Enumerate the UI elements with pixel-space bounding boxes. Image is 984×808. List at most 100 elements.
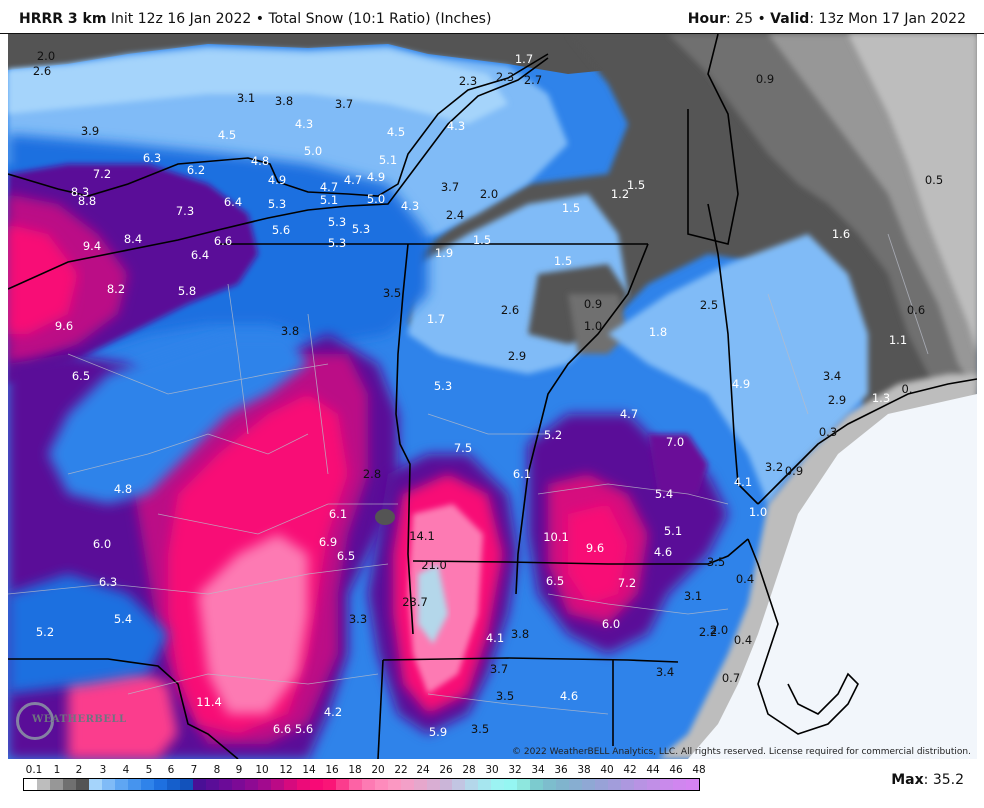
colorbar-tick-label: 8: [213, 764, 221, 776]
colorbar-swatch: [504, 779, 518, 790]
colorbar-swatch: [413, 779, 427, 790]
snow-value-label: 4.6: [559, 689, 579, 703]
colorbar-swatch: [88, 779, 102, 790]
boundary-lines: [8, 34, 977, 759]
colorbar-swatch: [361, 779, 375, 790]
snow-value-label: 2.6: [32, 64, 52, 78]
snow-value-label: 6.3: [142, 151, 162, 165]
snow-value-label: 14.1: [409, 529, 435, 543]
header-left: HRRR 3 km Init 12z 16 Jan 2022 • Total S…: [19, 11, 491, 27]
snow-value-label: 5.6: [294, 722, 314, 736]
weatherbell-logo: WEATHERBELL: [16, 700, 126, 744]
colorbar-tick-label: 4: [122, 764, 130, 776]
snow-value-label: 1.0: [583, 319, 603, 333]
snow-value-label: 6.6: [213, 234, 233, 248]
snow-value-label: 5.3: [267, 197, 287, 211]
snow-value-label: 6.1: [512, 467, 532, 481]
colorbar-tick-label: 38: [577, 764, 591, 776]
colorbar-tick-label: 6: [167, 764, 175, 776]
copyright-notice: © 2022 WeatherBELL Analytics, LLC. All r…: [512, 747, 971, 757]
colorbar-tick-label: 7: [190, 764, 198, 776]
snowfall-field: [8, 34, 977, 759]
colorbar-swatch: [49, 779, 63, 790]
colorbar-swatch: [257, 779, 271, 790]
hour-value: : 25: [726, 11, 753, 27]
logo-text: WEATHERBELL: [32, 714, 127, 725]
separator-dot: •: [757, 11, 766, 27]
snow-value-label: 3.8: [280, 324, 300, 338]
snow-value-label: 6.1: [328, 507, 348, 521]
snow-value-label: 3.7: [489, 662, 509, 676]
snow-value-label: 6.4: [223, 195, 243, 209]
snow-value-label: 1.5: [626, 178, 646, 192]
snow-value-label: 5.3: [351, 222, 371, 236]
snowfall-map: 2.0 2.6 3.1 3.8 3.7 3.9 4.5 4.3 4.5 4.3 1.7 2.3 2.3 2…: [8, 34, 977, 759]
colorbar-swatch: [374, 779, 388, 790]
snow-value-label: 4.5: [386, 125, 406, 139]
colorbar-swatch: [673, 779, 687, 790]
colorbar-swatch: [608, 779, 622, 790]
colorbar-swatch: [205, 779, 219, 790]
snow-value-label: 1.2: [610, 187, 630, 201]
snow-value-label: 2.9: [507, 349, 527, 363]
map-header: HRRR 3 km Init 12z 16 Jan 2022 • Total S…: [0, 0, 984, 34]
colorbar-swatch: [348, 779, 362, 790]
snow-value-label: 7.2: [92, 167, 112, 181]
snow-value-label: 5.0: [303, 144, 323, 158]
snow-value-label: 4.2: [323, 705, 343, 719]
snow-value-label: 9.4: [82, 239, 102, 253]
product-name: Total Snow (10:1 Ratio) (Inches): [268, 11, 492, 27]
snow-value-label: 3.3: [348, 612, 368, 626]
max-value-display: Max: 35.2: [891, 772, 964, 788]
snow-value-label: 4.5: [217, 128, 237, 142]
colorbar-tick-label: 16: [325, 764, 339, 776]
snow-value-label: 1.9: [434, 246, 454, 260]
snow-value-label: 4.1: [485, 631, 505, 645]
colorbar-tick-label: 1: [53, 764, 61, 776]
snow-value-label: 3.8: [274, 94, 294, 108]
colorbar-tick-label: 26: [439, 764, 453, 776]
snow-value-label: 0.: [901, 382, 913, 396]
colorbar-swatch: [426, 779, 440, 790]
header-right: Hour: 25 • Valid: 13z Mon 17 Jan 2022: [688, 11, 966, 27]
snow-value-label: 3.1: [683, 589, 703, 603]
snow-value-label: 4.8: [250, 154, 270, 168]
colorbar-swatch: [465, 779, 479, 790]
snow-value-label: 2.3: [495, 70, 515, 84]
snow-value-label: 3.7: [334, 97, 354, 111]
snow-value-label: 2.9: [827, 393, 847, 407]
colorbar-tick-label: 3: [99, 764, 107, 776]
colorbar-swatch: [660, 779, 674, 790]
snow-value-label: 4.6: [653, 545, 673, 559]
colorbar-swatch: [335, 779, 349, 790]
snow-value-label: 3.2: [764, 460, 784, 474]
colorbar-swatch: [387, 779, 401, 790]
colorbar-swatch: [166, 779, 180, 790]
snow-value-label: 5.9: [428, 725, 448, 739]
snow-value-label: 1.8: [648, 325, 668, 339]
snow-value-label: 8.3: [70, 185, 90, 199]
colorbar-swatch: [491, 779, 505, 790]
max-value: : 35.2: [923, 772, 964, 788]
snow-value-label: 8.4: [123, 232, 143, 246]
snow-value-label: 2.8: [362, 467, 382, 481]
colorbar-tick-label: 0.1: [25, 764, 43, 776]
snow-value-label: 1.1: [888, 333, 908, 347]
snow-value-label: 3.9: [80, 124, 100, 138]
model-name: HRRR 3 km: [19, 11, 107, 27]
colorbar-swatch: [543, 779, 557, 790]
snow-value-label: 3.5: [382, 286, 402, 300]
colorbar-swatch: [153, 779, 167, 790]
colorbar-tick-label: 18: [348, 764, 362, 776]
snow-value-label: 6.4: [190, 248, 210, 262]
snow-value-label: 4.9: [366, 170, 386, 184]
snow-value-label: 0.7: [721, 671, 741, 685]
snow-value-label: 3.5: [706, 555, 726, 569]
valid-value: : 13z Mon 17 Jan 2022: [809, 11, 966, 27]
colorbar-tick-label: 48: [692, 764, 706, 776]
snow-value-label: 7.2: [617, 576, 637, 590]
snow-value-label: 2.4: [445, 208, 465, 222]
colorbar-tick-label: 5: [145, 764, 153, 776]
colorbar-swatch: [283, 779, 297, 790]
max-label: Max: [891, 772, 924, 788]
